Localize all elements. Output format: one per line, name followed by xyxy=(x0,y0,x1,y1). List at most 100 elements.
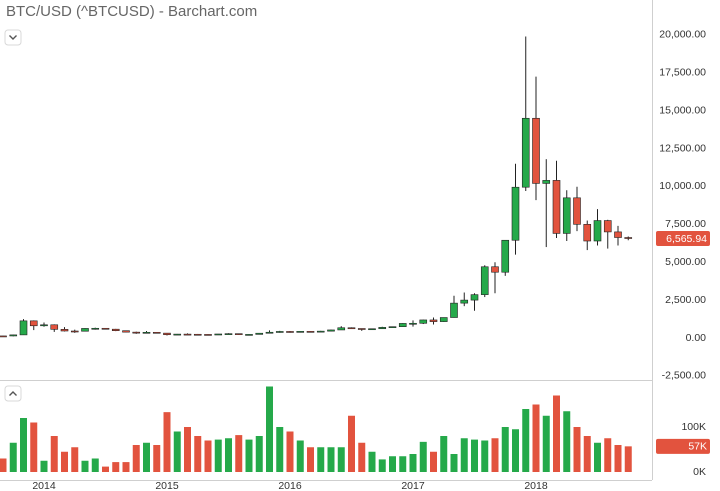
candle-body xyxy=(173,333,182,336)
volume-bar xyxy=(225,438,232,472)
volume-bar xyxy=(61,451,68,472)
candle-body xyxy=(245,334,253,336)
labels-layer: -2,500.00 0.00 2,500.00 5,000.00 7,500.00 10,… xyxy=(32,29,710,491)
candle-body xyxy=(286,331,294,333)
volume-bar xyxy=(522,409,530,472)
candle-body xyxy=(255,332,264,335)
volume-bar xyxy=(266,386,273,472)
volume-bar xyxy=(0,458,7,472)
candle-body xyxy=(316,330,325,333)
candle-body xyxy=(347,327,356,330)
volume-bar xyxy=(337,447,345,472)
candle-body xyxy=(532,117,540,184)
volume-bar xyxy=(194,436,202,472)
candle-body xyxy=(542,180,551,184)
collapse-button[interactable] xyxy=(4,385,22,402)
volume-bar xyxy=(481,440,489,472)
candle-body xyxy=(234,333,243,335)
candle-body xyxy=(101,327,110,330)
candle-body xyxy=(511,186,520,241)
candle-body xyxy=(460,299,469,304)
volume-bar xyxy=(9,442,17,472)
y-tick-label: 100K xyxy=(681,421,706,433)
volume-bar xyxy=(173,431,181,472)
candle-body xyxy=(265,331,274,334)
candle-body xyxy=(142,331,151,334)
y-tick-label: 12,500.00 xyxy=(659,142,706,154)
candle-body xyxy=(337,327,346,331)
volume-bar xyxy=(430,451,437,472)
volume-bar xyxy=(553,395,560,472)
y-tick-label: 0K xyxy=(693,466,706,478)
candle-body xyxy=(163,332,171,336)
volume-bar xyxy=(317,447,325,472)
y-tick-label: 2,500.00 xyxy=(665,294,706,306)
volume-bar xyxy=(624,446,632,472)
volume-bar xyxy=(368,451,376,472)
candle-body xyxy=(450,302,458,318)
candle-body xyxy=(583,224,592,242)
chart-title: BTC/USD (^BTCUSD) - Barchart.com xyxy=(6,3,257,20)
collapse-button[interactable] xyxy=(4,29,22,46)
candle-body xyxy=(521,117,530,188)
candle-body xyxy=(368,328,376,331)
candle-body xyxy=(29,320,38,327)
candle-body xyxy=(50,324,59,330)
volume-bar xyxy=(532,404,540,472)
candle-body xyxy=(357,328,366,330)
volume-bar xyxy=(358,442,366,472)
last-value-label: 57K xyxy=(688,441,707,453)
candle-body xyxy=(214,333,223,336)
candle-body xyxy=(275,331,284,333)
candle-body xyxy=(9,334,18,337)
volume-bar xyxy=(419,441,427,472)
volume-bar xyxy=(604,438,612,472)
volume-bar xyxy=(81,460,89,472)
candle-body xyxy=(81,328,89,332)
candle-body xyxy=(296,331,305,333)
x-tick-label: 2016 xyxy=(278,480,302,491)
volume-bar xyxy=(102,466,109,472)
candle-body xyxy=(378,327,387,330)
volume-bar xyxy=(20,418,27,472)
volume-bar xyxy=(450,454,458,472)
volume-bar xyxy=(614,445,622,472)
volume-bar xyxy=(542,415,550,472)
y-tick-label: 20,000.00 xyxy=(659,29,706,41)
volume-bar xyxy=(91,458,99,472)
candle-body xyxy=(501,239,510,273)
candle-body xyxy=(562,197,571,234)
candle-body xyxy=(70,330,79,333)
volume-bar xyxy=(327,447,335,472)
candle-body xyxy=(429,319,438,322)
volume-bar xyxy=(184,427,191,472)
candle-body xyxy=(409,322,417,325)
candle-body xyxy=(122,330,130,333)
candle-body xyxy=(480,266,489,295)
y-tick-label: 0.00 xyxy=(686,332,707,344)
marks-layer xyxy=(0,36,633,472)
candle-body xyxy=(491,266,499,273)
candle-body xyxy=(419,319,428,324)
volume-bar xyxy=(594,442,601,472)
volume-bar xyxy=(573,427,581,472)
volume-bar xyxy=(153,445,161,472)
y-tick-label: 17,500.00 xyxy=(659,67,706,79)
x-tick-label: 2018 xyxy=(524,480,548,491)
volume-bar xyxy=(378,459,386,472)
candle-body xyxy=(152,331,161,334)
candle-body xyxy=(614,231,622,238)
x-tick-label: 2014 xyxy=(32,480,56,491)
volume-bar xyxy=(491,438,499,472)
volume-bar xyxy=(501,427,509,472)
y-tick-label: -2,500.00 xyxy=(662,370,707,382)
x-tick-label: 2015 xyxy=(155,480,179,491)
candle-body xyxy=(593,220,602,242)
volume-bar xyxy=(583,436,591,472)
candle-body xyxy=(306,331,315,333)
candle-body xyxy=(0,335,7,338)
candle-body xyxy=(60,329,69,332)
